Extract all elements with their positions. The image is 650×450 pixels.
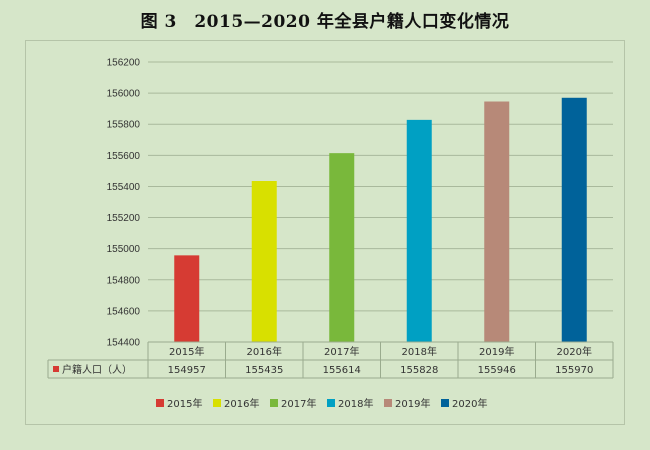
bar-2016年 [251,181,277,342]
y-tick-label: 155000 [107,244,141,255]
y-tick-label: 154800 [107,275,141,286]
legend: 2015年 2016年 2017年 2018年 2019年 2020年 [156,397,487,410]
bars [174,97,587,343]
legend-label: 2015年 [167,397,202,410]
data-table-value: 155946 [478,365,516,376]
data-table-value: 155614 [323,365,361,376]
chart-panel [25,40,625,425]
legend-label: 2020年 [452,397,487,410]
y-tick-label: 155600 [107,151,141,162]
x-tick-label: 2015年 [169,345,204,358]
data-table-value: 155435 [245,365,283,376]
data-table-value: 155828 [400,365,438,376]
legend-swatch [156,399,164,407]
x-tick-label: 2016年 [247,345,282,358]
bar-2019年 [484,101,510,342]
legend-swatch [441,399,449,407]
bar-2018年 [406,119,432,342]
data-table-series-key [53,366,59,372]
legend-label: 2019年 [395,397,430,410]
y-tick-label: 154400 [107,338,141,349]
data-table-value: 155970 [555,365,593,376]
y-tick-label: 156000 [107,89,141,100]
legend-label: 2018年 [338,397,373,410]
y-tick-label: 156200 [107,58,141,69]
x-tick-label: 2018年 [402,345,437,358]
bar-2015年 [174,255,200,342]
y-tick-label: 155400 [107,182,141,193]
y-tick-label: 155200 [107,213,141,224]
legend-label: 2016年 [224,397,259,410]
legend-swatch [213,399,221,407]
data-table-value: 154957 [168,365,206,376]
legend-swatch [270,399,278,407]
chart-title: 图 3 2015—2020 年全县户籍人口变化情况 [140,12,510,32]
data-table: 2015年 154957 2016年 155435 2017年 155614 2018年 15… [47,341,614,379]
legend-swatch [384,399,392,407]
x-tick-label: 2020年 [557,345,592,358]
x-tick-label: 2017年 [324,345,359,358]
data-table-row-label: 户籍人口（人） [62,363,132,376]
legend-swatch [327,399,335,407]
gridlines [148,61,613,343]
y-axis-tick-labels: 154400 154600 154800 155000 155200 155400 1556… [107,58,141,349]
bar-2020年 [561,97,587,343]
bar-2017年 [329,153,355,342]
y-tick-label: 155800 [107,120,141,131]
y-tick-label: 154600 [107,306,141,317]
legend-label: 2017年 [281,397,316,410]
x-tick-label: 2019年 [479,345,514,358]
